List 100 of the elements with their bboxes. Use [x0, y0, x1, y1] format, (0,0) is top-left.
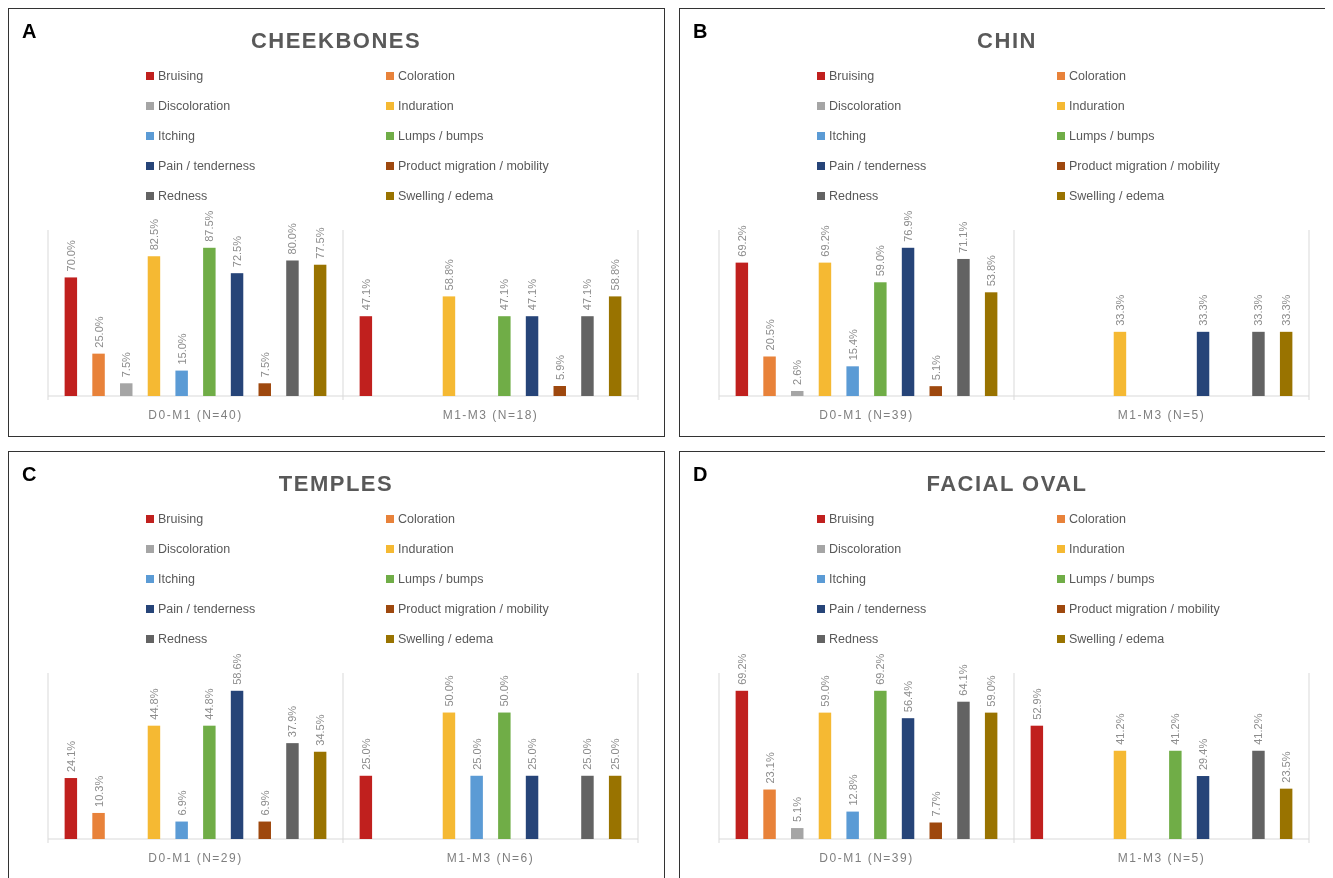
data-label: 6.9%: [258, 790, 271, 816]
legend-label: Induration: [1069, 542, 1125, 556]
legend-label: Discoloration: [829, 99, 902, 113]
legend-label: Redness: [829, 632, 879, 646]
bar: [581, 775, 594, 839]
data-label: 6.9%: [175, 790, 188, 816]
text: B: [693, 20, 708, 42]
data-label: 80.0%: [286, 223, 299, 255]
legend-label: Lumps / bumps: [398, 129, 484, 143]
bar: [359, 316, 373, 396]
data-label: 82.5%: [147, 218, 160, 251]
data-label: 59.0%: [818, 675, 831, 707]
legend-label: Bruising: [158, 512, 204, 526]
bar: [846, 366, 859, 396]
legend-label: Product migration / mobility: [398, 602, 550, 616]
legend-label: Itching: [829, 129, 866, 143]
bar: [984, 712, 998, 839]
bar: [581, 316, 594, 396]
bar: [147, 725, 161, 839]
bar: [791, 390, 804, 396]
legend-label: Induration: [398, 99, 454, 113]
bar: [498, 712, 511, 839]
bar: [1252, 750, 1265, 839]
legend-label: Bruising: [829, 512, 875, 526]
data-label: 47.1%: [526, 278, 539, 311]
legend-label: Coloration: [398, 512, 456, 526]
legend-label: Coloration: [1069, 69, 1127, 83]
legend-label: Product migration / mobility: [398, 159, 550, 173]
bar: [120, 383, 133, 396]
bar: [901, 247, 915, 396]
bar: [957, 701, 970, 839]
legend-label: Lumps / bumps: [1069, 572, 1155, 586]
bar: [1279, 331, 1293, 396]
legend-label: Product migration / mobility: [1069, 159, 1221, 173]
bar: [175, 370, 188, 396]
x-tick-label: M1-M3 (N=6): [446, 851, 535, 865]
legend-label: Coloration: [1069, 512, 1127, 526]
data-label: 77.5%: [314, 227, 327, 259]
data-label: 41.2%: [1252, 713, 1265, 745]
data-label: 15.0%: [175, 333, 188, 365]
legend-label: Lumps / bumps: [398, 572, 484, 586]
bar: [442, 712, 456, 839]
data-label: 44.8%: [147, 688, 160, 720]
data-label: 87.5%: [203, 210, 216, 242]
bar: [525, 316, 539, 396]
bar: [929, 386, 942, 396]
bar: [258, 821, 271, 839]
data-label: 25.0%: [470, 738, 483, 770]
legend-label: Induration: [1069, 99, 1125, 113]
data-label: 59.0%: [985, 675, 998, 707]
bar: [470, 775, 483, 839]
data-label: 50.0%: [498, 675, 511, 707]
text: A: [22, 20, 37, 42]
data-label: 29.4%: [1197, 738, 1210, 771]
data-label: 7.5%: [258, 352, 271, 378]
legend-label: Pain / tenderness: [829, 159, 927, 173]
legend-label: Itching: [829, 572, 866, 586]
legend-label: Pain / tenderness: [829, 602, 927, 616]
bar: [984, 292, 998, 396]
data-label: 24.1%: [64, 740, 77, 773]
bar: [286, 743, 299, 839]
data-label: 34.5%: [314, 714, 327, 746]
bar: [64, 778, 78, 839]
data-label: 20.5%: [763, 319, 776, 351]
bar: [313, 264, 327, 396]
data-label: 37.9%: [286, 705, 299, 738]
bar: [230, 690, 244, 839]
data-label: 47.1%: [498, 278, 511, 311]
bar: [901, 718, 915, 839]
data-label: 64.1%: [957, 664, 970, 696]
data-label: 33.3%: [1113, 294, 1126, 326]
data-label: 25.0%: [581, 738, 594, 770]
x-tick-label: M1-M3 (N=18): [442, 408, 539, 422]
legend-label: Itching: [158, 572, 195, 586]
data-label: 23.1%: [763, 752, 776, 784]
chart-title: TEMPLES: [278, 471, 394, 496]
bar: [359, 775, 373, 839]
data-label: 2.6%: [791, 359, 804, 385]
legend-label: Redness: [829, 189, 879, 203]
bar: [1169, 750, 1182, 839]
data-label: 25.0%: [609, 738, 622, 770]
bar: [175, 821, 188, 839]
bar: [92, 353, 105, 396]
data-label: 47.1%: [359, 278, 372, 311]
bar: [92, 812, 105, 839]
legend-label: Induration: [398, 542, 454, 556]
data-label: 58.6%: [231, 653, 244, 685]
legend-label: Pain / tenderness: [158, 159, 256, 173]
data-label: 23.5%: [1280, 751, 1293, 783]
data-label: 5.1%: [791, 796, 804, 823]
data-label: 71.1%: [957, 221, 970, 253]
bar: [608, 296, 622, 396]
legend-label: Swelling / edema: [398, 632, 494, 646]
data-label: 33.3%: [1280, 294, 1293, 326]
data-label: 76.9%: [902, 210, 915, 242]
legend-label: Coloration: [398, 69, 456, 83]
bar: [763, 356, 776, 396]
data-label: 69.2%: [818, 225, 831, 257]
bar: [818, 262, 832, 396]
bar: [1030, 725, 1044, 839]
